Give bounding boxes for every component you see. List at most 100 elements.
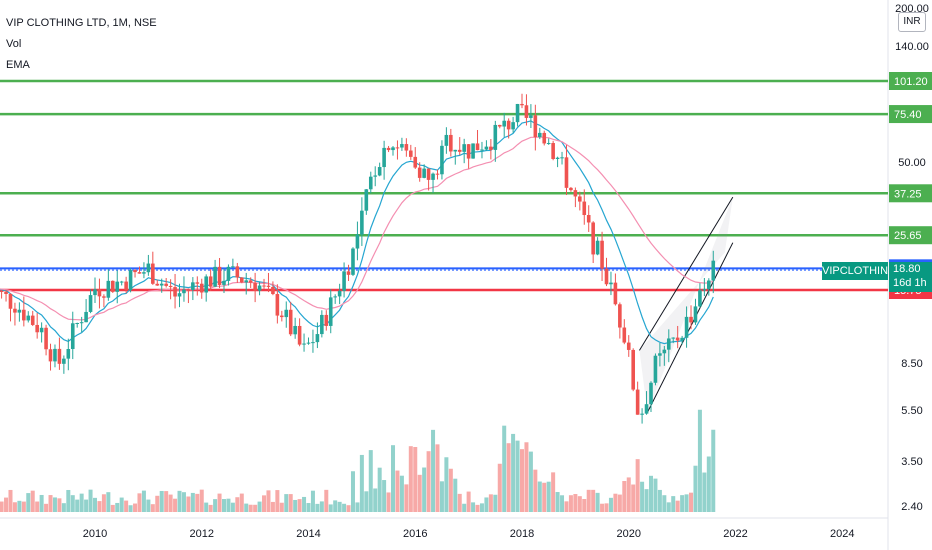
volume-bar <box>462 503 467 512</box>
volume-bar <box>66 489 71 512</box>
currency-badge[interactable]: INR <box>898 12 926 32</box>
current-price-label: 18.80 <box>893 263 921 275</box>
volume-bar <box>515 440 520 512</box>
candle-body <box>13 308 17 313</box>
volume-bar <box>502 425 507 512</box>
price-tag-bg <box>889 105 932 124</box>
volume-bar <box>613 493 618 512</box>
volume-bar <box>319 501 324 512</box>
volume-bar <box>346 505 351 512</box>
volume-bar <box>640 481 645 512</box>
candle-body <box>142 272 146 274</box>
candle-body <box>337 290 342 297</box>
candle-body <box>235 266 240 278</box>
volume-bar <box>662 495 667 512</box>
volume-bar <box>57 498 62 512</box>
candle-body <box>93 289 97 296</box>
candle-body <box>102 296 106 298</box>
volume-bar <box>520 449 524 512</box>
candle-body <box>293 325 297 335</box>
candle-body <box>368 176 373 190</box>
volume-bar <box>591 489 596 512</box>
volume-bar <box>471 502 476 512</box>
candle-body <box>542 132 547 144</box>
volume-bar <box>88 489 93 512</box>
candle-body <box>364 189 369 211</box>
volume-bar <box>128 505 133 512</box>
x-tick-label: 2020 <box>617 528 641 540</box>
candle-body <box>422 168 426 178</box>
volume-bar <box>168 494 173 512</box>
volume-bar <box>711 429 716 512</box>
volume-bar <box>226 498 231 512</box>
candle-body <box>66 349 71 359</box>
candle-body <box>707 280 711 290</box>
volume-bar <box>217 493 222 512</box>
price-tag-bg <box>889 226 932 245</box>
candle-body <box>409 150 413 157</box>
candle-body <box>182 289 186 294</box>
candle-body <box>644 404 649 414</box>
volume-bar <box>173 498 178 512</box>
candle-body <box>53 348 57 362</box>
x-tick-label: 2014 <box>296 528 320 540</box>
volume-bar <box>177 490 182 512</box>
volume-bar <box>355 502 360 512</box>
volume-bar <box>631 484 636 512</box>
candle-body <box>404 144 409 151</box>
volume-bar <box>493 494 498 512</box>
candle-body <box>311 342 315 344</box>
candle-body <box>693 306 698 323</box>
ema-legend: EMA <box>6 59 30 71</box>
candle-body <box>680 337 684 341</box>
volume-bar <box>221 499 226 512</box>
candle-body <box>280 315 284 318</box>
candle-body <box>257 285 262 291</box>
candle-body <box>649 382 653 405</box>
volume-bar <box>364 491 369 512</box>
candle-body <box>146 263 151 273</box>
volume-bar <box>155 495 160 512</box>
candle-body <box>213 266 217 287</box>
volume-bar <box>159 490 164 512</box>
candle-body <box>159 283 164 286</box>
volume-bar <box>391 445 396 512</box>
volume-bar <box>52 497 57 512</box>
candle-body <box>248 280 253 283</box>
volume-bar <box>564 501 569 512</box>
price-tag-label: 37.25 <box>894 188 922 200</box>
volume-bar <box>97 501 102 512</box>
volume-bar <box>26 493 31 512</box>
volume-bar <box>48 495 53 512</box>
candle-body <box>155 283 160 286</box>
volume-bar <box>0 501 4 512</box>
volume-bar <box>150 504 155 512</box>
candle-body <box>222 280 226 285</box>
candle-body <box>342 271 346 291</box>
candle-body <box>0 291 4 293</box>
candle-body <box>658 353 662 356</box>
candle-body <box>666 338 671 350</box>
ema-slow-line <box>0 136 714 321</box>
candle-body <box>391 147 395 151</box>
candle-body <box>475 143 480 151</box>
candle-body <box>62 358 66 364</box>
candle-body <box>604 268 609 285</box>
candle-body <box>239 277 244 283</box>
candle-body <box>586 215 591 223</box>
candle-body <box>435 173 440 175</box>
volume-bar <box>600 503 605 512</box>
candle-body <box>560 157 564 159</box>
volume-bar <box>666 502 671 512</box>
candle-body <box>511 122 515 130</box>
volume-bar <box>635 459 640 512</box>
volume-bar <box>506 443 511 512</box>
volume-bar <box>408 446 413 512</box>
volume-bar <box>560 495 565 512</box>
candle-body <box>262 285 266 287</box>
volume-bar <box>284 494 289 512</box>
volume-bar <box>653 478 658 512</box>
volume-bar <box>466 491 471 512</box>
volume-bar <box>546 481 551 512</box>
